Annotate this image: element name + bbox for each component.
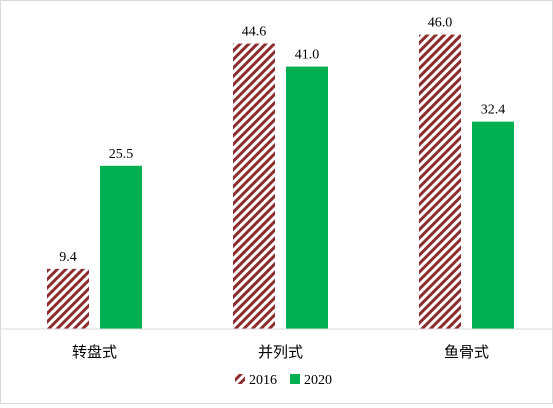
value-labels-group: 9.4 25.5 44.6 41.0 46.0 32.4: [59, 16, 505, 265]
value-label-2020-2: 41.0: [295, 48, 320, 63]
category-label-3: 鱼骨式: [444, 343, 489, 361]
bar-2020-3: [472, 121, 514, 329]
legend: 2016 2020: [235, 373, 332, 388]
legend-label-2020: 2020: [304, 373, 332, 388]
category-label-1: 转盘式: [72, 343, 117, 361]
value-label-2016-3: 46.0: [428, 16, 453, 31]
category-label-2: 并列式: [258, 343, 303, 361]
bars-group: [47, 34, 514, 330]
value-label-2016-1: 9.4: [59, 250, 77, 265]
value-label-2020-1: 25.5: [109, 147, 134, 162]
legend-swatch-2016: [235, 374, 245, 384]
legend-swatch-2020: [290, 374, 300, 384]
bar-2020-2: [286, 66, 328, 329]
bar-2016-3: [419, 34, 461, 329]
bar-2016-2: [233, 43, 275, 330]
value-label-2020-3: 32.4: [481, 103, 506, 118]
bar-2020-1: [100, 165, 142, 329]
category-labels-group: 转盘式 并列式 鱼骨式: [72, 343, 489, 361]
value-label-2016-2: 44.6: [242, 25, 267, 40]
bar-2016-1: [47, 268, 89, 329]
legend-label-2016: 2016: [249, 373, 277, 388]
